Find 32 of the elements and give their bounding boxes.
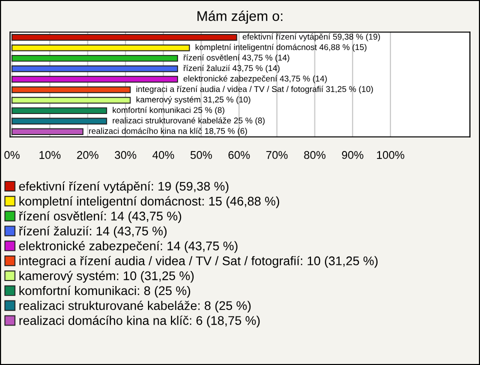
legend-label: řízení žaluzií: 14 (43,75 %) [18, 226, 167, 238]
chart-title: Mám zájem o: [198, 10, 282, 24]
data-label: komfortní komunikaci 25 % (8) [112, 106, 224, 115]
legend-label: integraci a řízení audia / videa / TV / Sat / fotografií: 10 (31,25 %) [19, 256, 378, 268]
x-tick-label: 10% [40, 151, 61, 159]
x-tick-label: 70% [266, 151, 288, 159]
legend-label: elektronické zabezpečení: 14 (43,75 %) [19, 241, 238, 253]
x-tick-label: 40% [152, 151, 174, 159]
x-tick-label: 20% [77, 151, 98, 159]
x-tick-label: 60% [228, 151, 250, 159]
x-tick-label: 90% [342, 151, 364, 159]
data-label: řízení osvětlení 43,75 % (14) [183, 54, 290, 62]
data-label: realizaci domácího kina na klíč 18,75 % (6) [89, 128, 247, 136]
data-label: integraci a řízení audia / videa / TV / Sat / fotografií 31,25 % (10) [136, 86, 373, 94]
data-label: řízení žaluzií 43,75 % (14) [183, 64, 280, 73]
legend-label: řízení osvětlení: 14 (43,75 %) [18, 211, 182, 223]
data-label: realizaci strukturované kabeláže 25 % (8) [112, 117, 265, 126]
legend-label: komfortní komunikaci: 8 (25 %) [19, 286, 190, 298]
data-label: efektivní řízení vytápění 59,38 % (19) [242, 33, 380, 42]
legend-label: realizaci strukturované kabeláže: 8 (25 %) [19, 300, 251, 313]
legend-label: realizaci domácího kina na klíč: 6 (18,75 %) [19, 316, 260, 328]
x-tick-label: 0% [4, 151, 20, 159]
x-tick-label: 100% [377, 151, 404, 159]
x-tick-label: 80% [304, 151, 326, 159]
legend-label: efektivní řízení vytápění: 19 (59,38 %) [19, 181, 228, 194]
data-label: kamerový systém 31,25 % (10) [136, 96, 250, 104]
x-tick-label: 30% [114, 151, 136, 159]
legend-label: kompletní inteligentní domácnost: 15 (46,88 %) [19, 196, 280, 208]
legend-label: kamerový systém: 10 (31,25 %) [19, 270, 194, 283]
data-label: kompletní inteligentní domácnost 46,88 % (15) [196, 44, 366, 52]
data-label: elektronické zabezpečení 43,75 % (14) [184, 75, 327, 84]
x-tick-label: 50% [190, 151, 212, 159]
